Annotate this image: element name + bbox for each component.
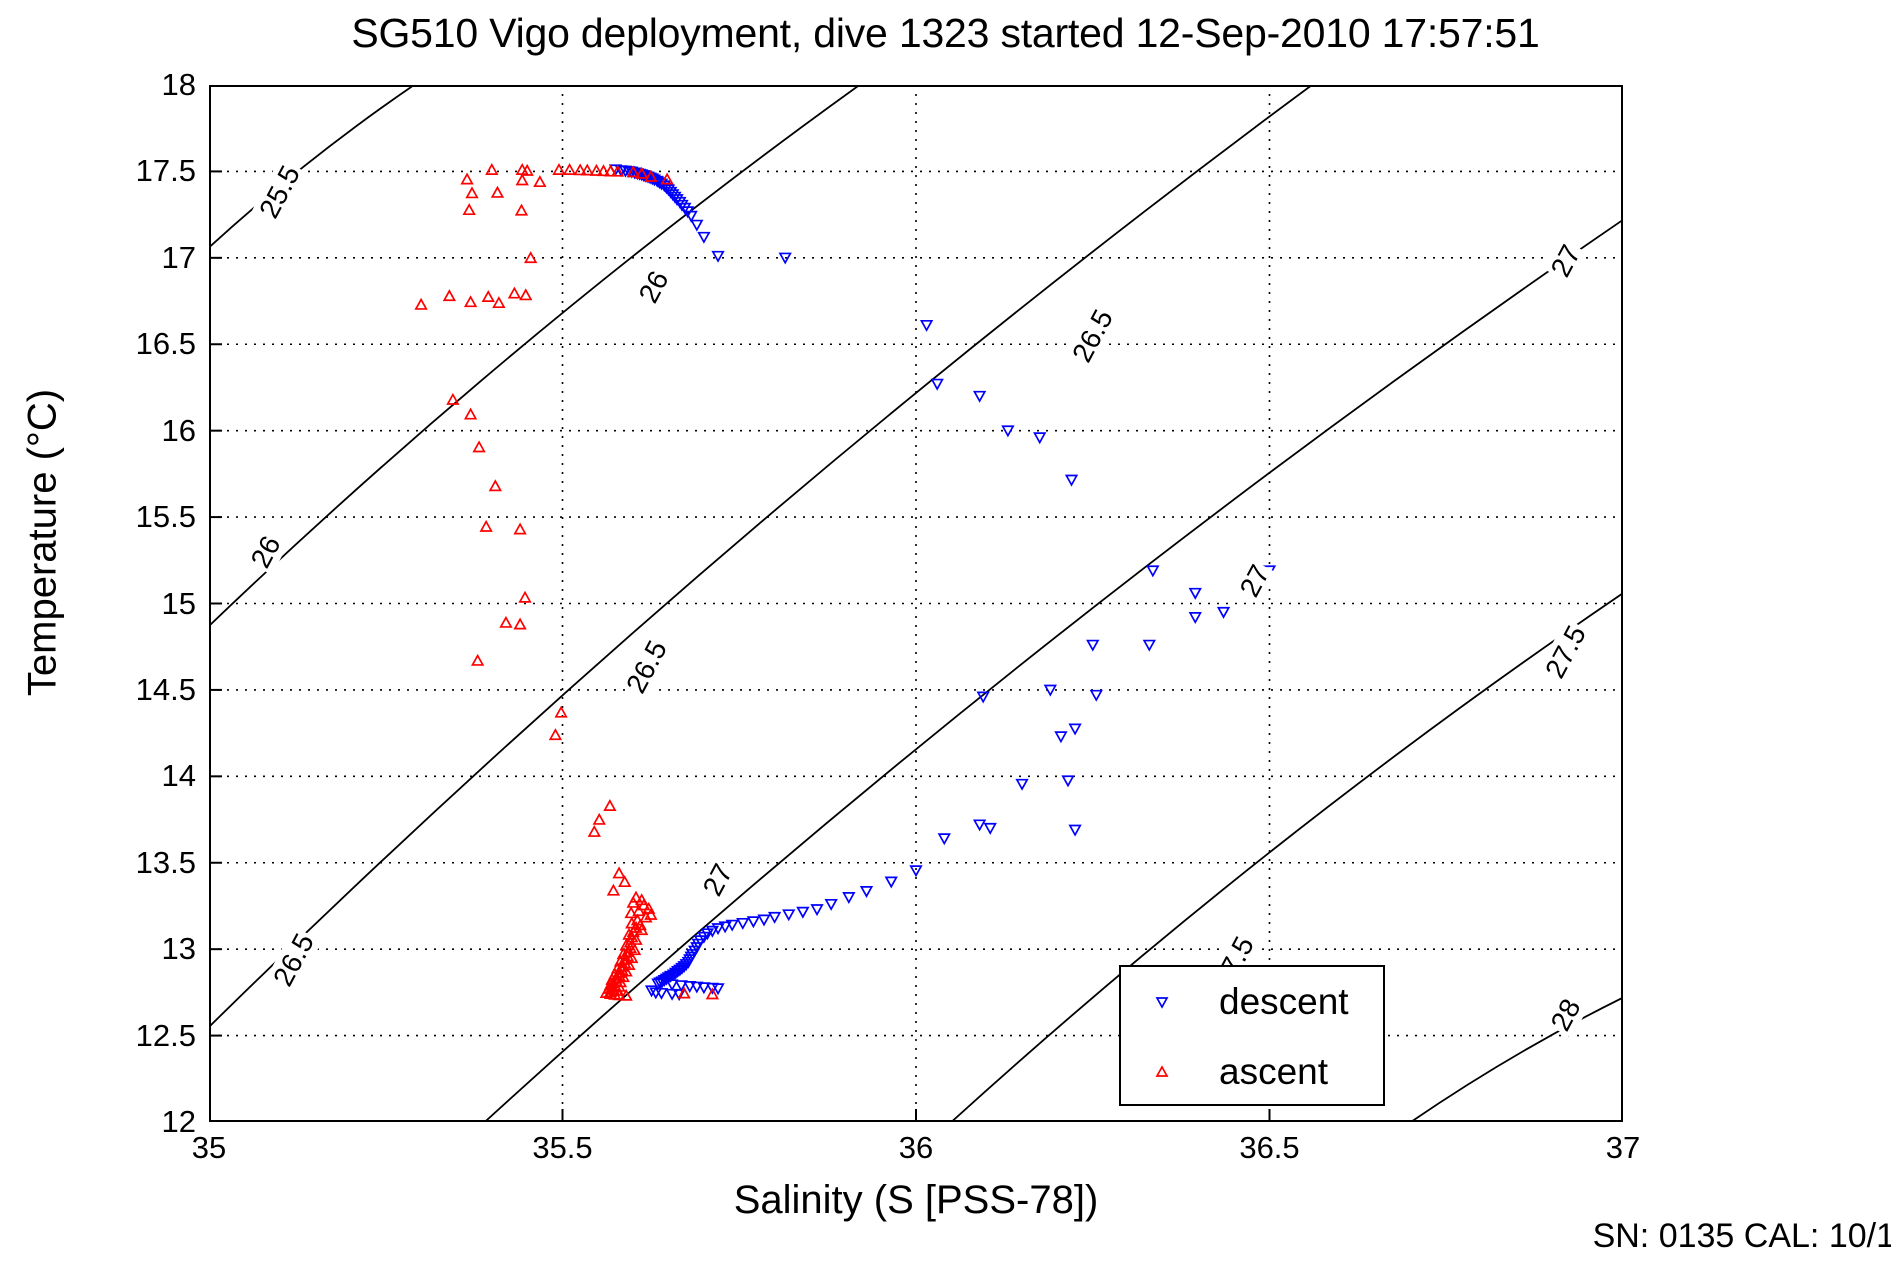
y-tick-label: 15	[161, 585, 196, 621]
y-tick-label: 18	[161, 67, 196, 102]
y-tick-label: 14.5	[135, 671, 196, 707]
up-triangle-icon	[1155, 1065, 1169, 1079]
x-axis-tick-labels: 35 35.5 36 36.5 37	[192, 1130, 1640, 1176]
legend-box[interactable]: descent ascent	[1119, 965, 1385, 1106]
down-triangle-icon	[1155, 995, 1169, 1009]
legend-item-descent[interactable]: descent	[1121, 967, 1387, 1037]
x-tick-label: 35	[191, 1130, 227, 1165]
y-tick-label: 16.5	[135, 326, 196, 362]
legend-label: descent	[1219, 981, 1349, 1022]
y-tick-label: 17.5	[135, 153, 196, 189]
y-tick-label: 14	[161, 758, 196, 794]
y-tick-label: 12.5	[135, 1017, 196, 1053]
legend-item-ascent[interactable]: ascent	[1121, 1037, 1387, 1107]
legend-label: ascent	[1219, 1051, 1329, 1092]
y-tick-label: 12	[161, 1104, 196, 1139]
y-axis-tick-labels: 12 12.5 13 13.5 14 14.5 15 15.5 16 16.5 17 17.5 18	[0, 67, 196, 1139]
y-tick-label: 13	[161, 931, 196, 967]
y-tick-label: 16	[161, 412, 196, 448]
y-tick-label: 15.5	[135, 499, 196, 535]
page-title: SG510 Vigo deployment, dive 1323 started…	[351, 10, 1540, 56]
y-tick-label: 17	[161, 239, 196, 275]
x-tick-label: 36	[898, 1130, 934, 1165]
plot-frame	[209, 85, 1623, 1122]
x-tick-label: 36.5	[1239, 1130, 1300, 1165]
x-axis-title: Salinity (S [PSS-78])	[733, 1178, 1099, 1222]
x-tick-label: 35.5	[532, 1130, 593, 1165]
footer-text: SN: 0135 CAL: 10/1	[1592, 1217, 1891, 1255]
x-tick-label: 37	[1605, 1130, 1641, 1165]
y-tick-label: 13.5	[135, 844, 196, 880]
